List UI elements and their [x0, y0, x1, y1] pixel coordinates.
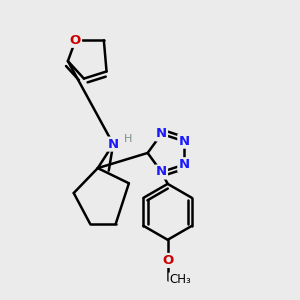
Text: O: O	[70, 34, 81, 47]
Text: O: O	[162, 254, 173, 267]
Text: H: H	[124, 134, 133, 144]
Text: N: N	[178, 135, 189, 148]
Text: N: N	[156, 128, 167, 140]
Text: N: N	[178, 158, 189, 171]
Text: N: N	[108, 138, 119, 151]
Text: CH₃: CH₃	[169, 273, 191, 286]
Text: N: N	[156, 166, 167, 178]
